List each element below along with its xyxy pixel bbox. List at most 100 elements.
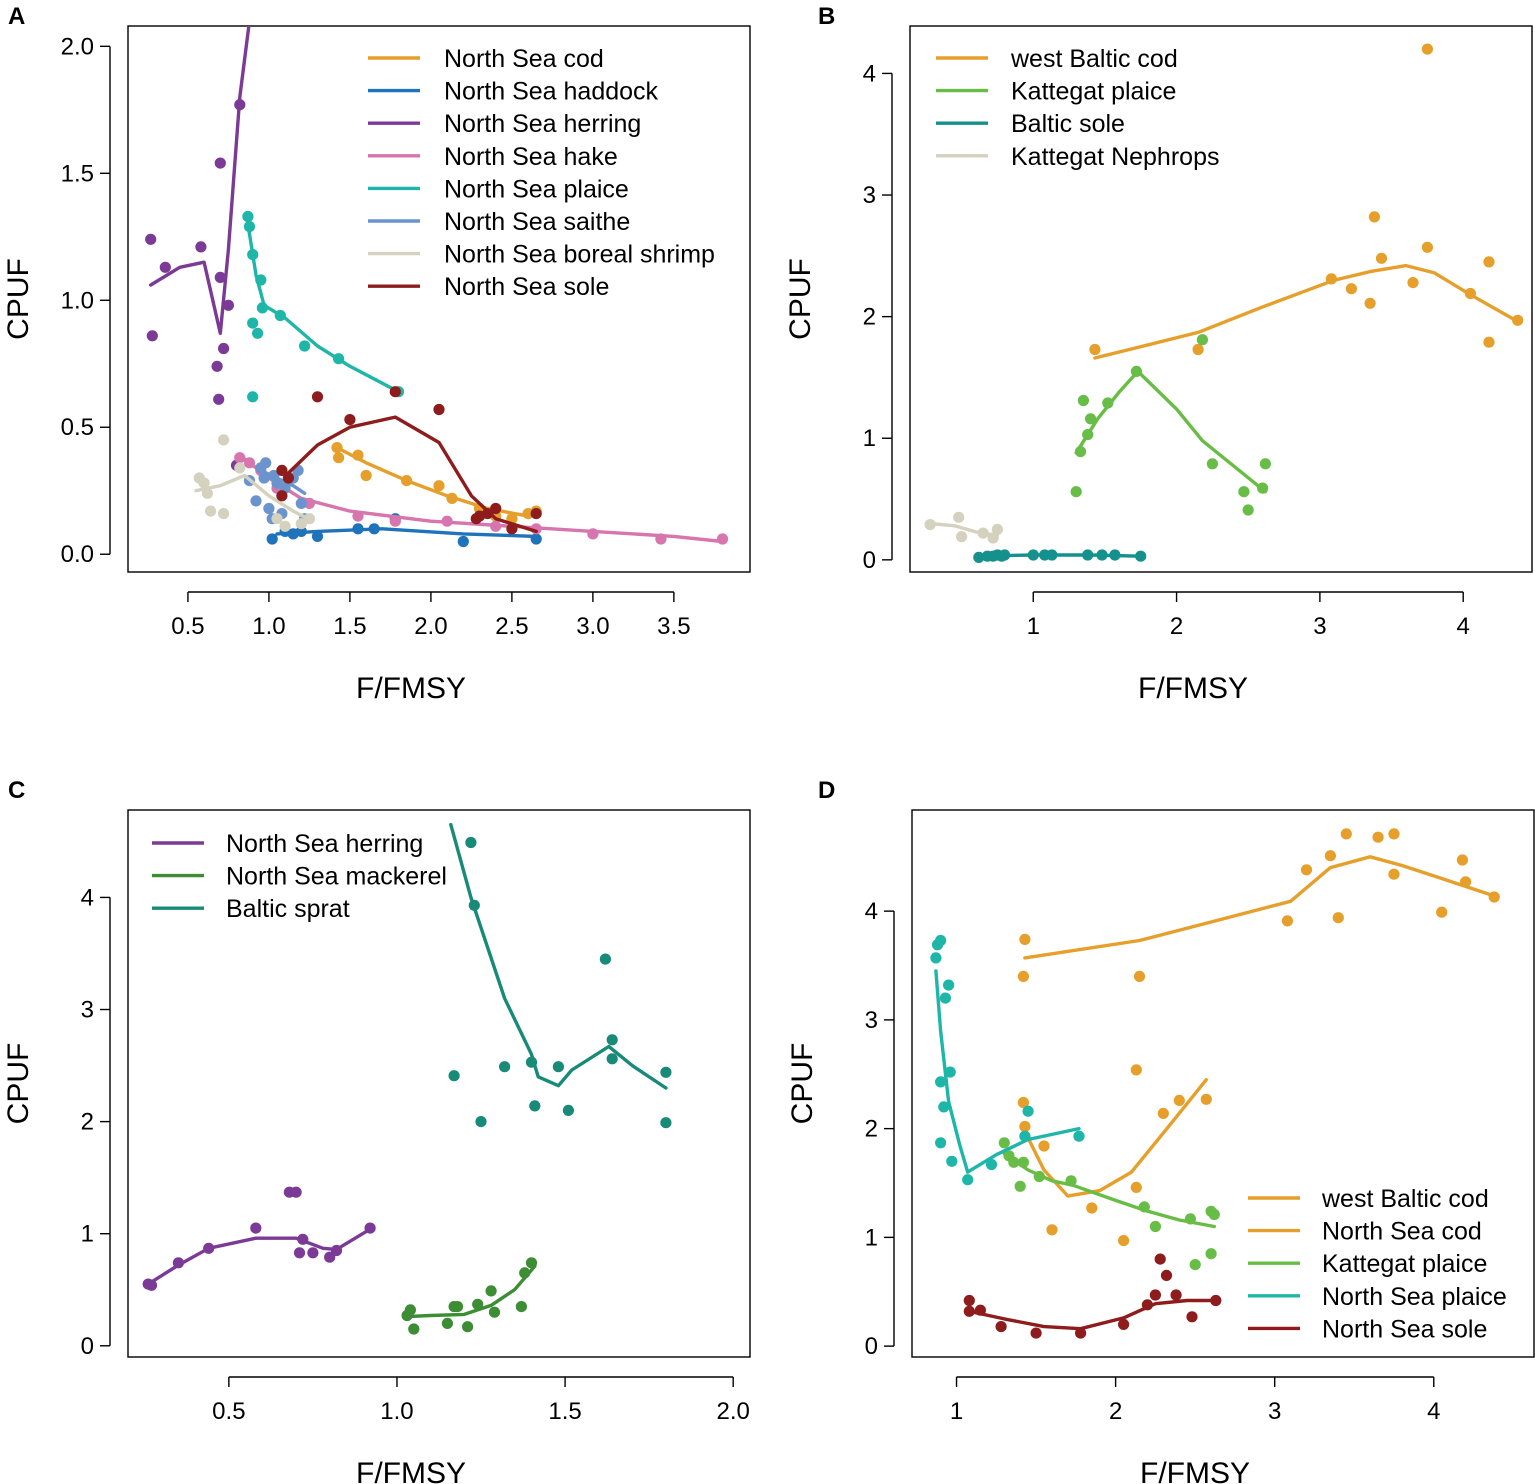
series-line	[148, 26, 251, 335]
legend-item: North Sea sole	[368, 273, 609, 301]
legend-item: Baltic sole	[936, 110, 1125, 138]
data-point	[1208, 1208, 1220, 1221]
data-point	[995, 1321, 1007, 1333]
data-point	[401, 475, 413, 487]
data-point	[1200, 1093, 1212, 1105]
data-point	[1008, 1156, 1020, 1168]
data-point	[201, 487, 213, 499]
data-point	[1017, 970, 1029, 983]
y-tick-label: 3	[81, 997, 94, 1024]
data-point	[1082, 549, 1094, 561]
data-point	[218, 342, 230, 355]
data-point	[1027, 549, 1039, 561]
data-point	[1074, 446, 1087, 458]
legend-item: North Sea mackerel	[152, 863, 447, 891]
data-point	[311, 530, 324, 543]
y-axis-title: CPUF	[786, 1043, 819, 1125]
data-point	[599, 953, 612, 965]
data-point	[1118, 1318, 1130, 1330]
series-north-sea-herring	[142, 1186, 376, 1291]
y-axis-title: CPUF	[784, 258, 817, 340]
data-point	[1073, 1130, 1085, 1142]
y-tick-label: 2	[81, 1109, 94, 1136]
data-point	[1019, 1130, 1031, 1142]
data-point	[1242, 504, 1254, 516]
y-tick-label: 2	[865, 1116, 878, 1143]
x-tick-label: 4	[1457, 613, 1470, 640]
data-point	[247, 391, 259, 403]
series-north-sea-cod	[1017, 1064, 1212, 1247]
data-point	[1160, 1269, 1173, 1281]
data-point	[935, 934, 947, 947]
legend-label: Baltic sole	[1011, 110, 1125, 138]
series-line	[238, 453, 725, 544]
data-point	[295, 525, 307, 538]
series-line	[1002, 1151, 1217, 1229]
data-point	[939, 992, 952, 1004]
data-point	[195, 241, 207, 253]
data-point	[1149, 1220, 1161, 1233]
y-tick-label: 4	[865, 898, 878, 925]
panel-label: D	[818, 777, 835, 804]
data-point	[1130, 1064, 1142, 1076]
data-point	[145, 233, 157, 245]
data-point	[1086, 1202, 1098, 1214]
plot-area	[145, 26, 729, 548]
legend-label: west Baltic cod	[1321, 1185, 1489, 1213]
legend-label: North Sea plaice	[1322, 1283, 1507, 1311]
panel-label: C	[8, 777, 25, 804]
data-point	[660, 1066, 672, 1078]
data-point	[297, 1233, 309, 1245]
series-kattegat-plaice	[1070, 334, 1271, 516]
legend-label: Kattegat Nephrops	[1011, 143, 1219, 171]
data-point	[1340, 828, 1352, 840]
legend-item: North Sea plaice	[1248, 1283, 1507, 1311]
data-point	[552, 1061, 565, 1073]
data-point	[519, 1267, 531, 1279]
legend-item: North Sea sole	[1248, 1315, 1487, 1343]
data-point	[276, 464, 288, 476]
data-point	[274, 309, 286, 322]
data-point	[1075, 1327, 1087, 1339]
data-point	[260, 457, 272, 469]
series-line	[1074, 369, 1268, 494]
data-point	[999, 549, 1011, 561]
data-point	[472, 1298, 484, 1310]
data-point	[977, 527, 989, 539]
data-point	[1070, 486, 1082, 498]
data-point	[311, 391, 324, 403]
data-point	[295, 497, 307, 509]
data-point	[1281, 915, 1293, 927]
legend-item: Kattegat plaice	[1248, 1250, 1487, 1278]
x-tick-label: 1.0	[380, 1398, 413, 1425]
data-point	[1138, 1201, 1150, 1213]
data-point	[263, 502, 275, 515]
legend-item: Baltic sprat	[152, 895, 350, 923]
series-line	[194, 473, 315, 523]
data-point	[1046, 1224, 1058, 1236]
data-point	[433, 403, 445, 416]
legend-item: North Sea hake	[368, 143, 618, 171]
legend-label: North Sea saithe	[444, 208, 630, 236]
data-point	[234, 462, 246, 474]
data-point	[299, 340, 311, 352]
data-point	[441, 515, 453, 527]
data-point	[946, 1155, 958, 1167]
legend-item: North Sea cod	[368, 45, 604, 73]
data-point	[998, 1137, 1010, 1149]
data-point	[1407, 277, 1419, 289]
data-point	[234, 99, 246, 111]
data-point	[1135, 550, 1147, 562]
data-point	[1512, 314, 1524, 326]
data-point	[446, 492, 458, 504]
data-point	[271, 513, 283, 525]
data-point	[1089, 343, 1101, 356]
data-point	[1488, 891, 1500, 903]
y-tick-label: 3	[865, 1007, 878, 1034]
panel-label: A	[8, 3, 25, 30]
data-point	[530, 507, 542, 520]
legend-label: North Sea cod	[1322, 1218, 1482, 1246]
series-baltic-sole	[973, 549, 1147, 564]
data-point	[963, 1294, 975, 1307]
data-point	[352, 510, 364, 522]
